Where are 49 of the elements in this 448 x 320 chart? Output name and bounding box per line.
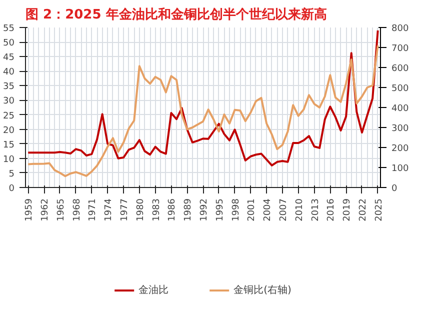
x-tick-label: 1992 (200, 198, 210, 222)
y2-tick-label: 700 (392, 44, 409, 54)
line-series (27, 29, 379, 166)
y-tick-label: 10 (3, 154, 15, 165)
x-tick-label: 1962 (40, 198, 51, 222)
legend-label: 金油比 (138, 284, 169, 296)
x-tick-label: 1971 (88, 198, 98, 222)
x-tick-label: 2007 (278, 198, 289, 222)
line-series (27, 44, 379, 178)
x-tick-label: 1983 (152, 198, 162, 222)
y2-tick-label: 200 (392, 144, 409, 154)
x-tick-label: 1965 (56, 198, 66, 222)
x-tick-label: 1995 (215, 198, 226, 222)
x-tick-label: 2025 (374, 198, 384, 222)
y2-tick-label: 100 (392, 164, 409, 174)
x-tick-label: 1959 (24, 198, 35, 222)
y2-tick-label: 300 (392, 124, 409, 134)
x-tick-label: 2001 (247, 198, 258, 222)
x-tick-label: 2016 (326, 198, 337, 222)
y2-tick-label: 500 (392, 84, 409, 94)
y-tick-label: 35 (3, 82, 14, 92)
x-tick-label: 2010 (294, 198, 305, 222)
y-tick-label: 20 (3, 126, 15, 136)
x-tick-label: 1974 (104, 198, 114, 222)
y-tick-label: 0 (8, 184, 15, 194)
y-tick-label: 55 (3, 24, 14, 34)
x-tick-label: 2022 (358, 198, 368, 222)
x-tick-label: 2019 (342, 198, 353, 222)
y-tick-label: 15 (3, 140, 14, 150)
y-tick-label: 5 (8, 169, 15, 180)
y-tick-label: 40 (3, 68, 15, 78)
y-tick-label: 45 (3, 53, 14, 64)
x-tick-label: 1968 (72, 198, 82, 222)
y2-tick-label: 800 (392, 24, 409, 34)
x-tick-label: 2013 (310, 198, 321, 222)
chart-title: 图 2：2025 年金油比和金铜比创半个世纪以来新高 (26, 6, 327, 22)
x-tick-label: 1986 (168, 198, 178, 222)
y-tick-label: 50 (3, 38, 15, 49)
y2-tick-label: 600 (392, 64, 409, 74)
legend-label: 金铜比(右轴) (234, 284, 292, 296)
y-tick-label: 25 (3, 111, 14, 122)
x-tick-label: 1980 (136, 198, 146, 222)
y2-tick-label: 0 (392, 184, 398, 194)
x-tick-label: 1989 (184, 198, 194, 222)
x-tick-label: 1977 (120, 198, 130, 222)
x-tick-label: 2004 (263, 198, 274, 222)
y-tick-label: 30 (3, 96, 15, 107)
x-tick-label: 1998 (231, 198, 242, 222)
y2-tick-label: 400 (392, 104, 409, 114)
